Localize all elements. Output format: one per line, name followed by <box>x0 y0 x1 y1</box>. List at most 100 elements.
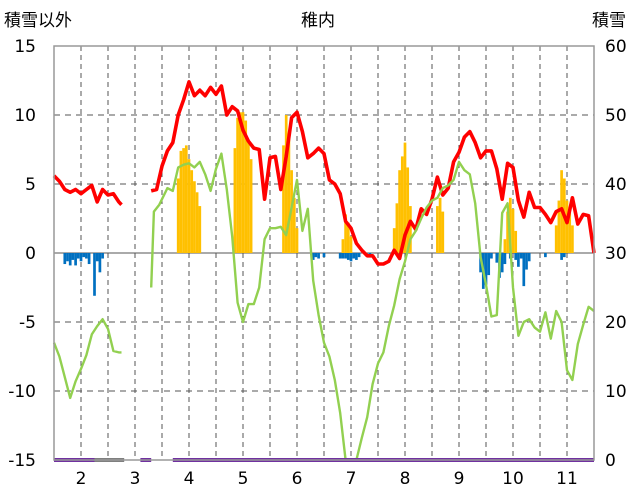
negative-bar <box>338 253 342 259</box>
negative-bar <box>66 253 69 262</box>
negative-bar <box>527 253 531 262</box>
negative-bar <box>355 253 358 260</box>
positive-bar <box>400 156 404 253</box>
negative-bar <box>495 253 499 263</box>
left-tick-label: 15 <box>14 37 36 57</box>
positive-bar <box>398 170 401 253</box>
negative-bar <box>314 253 318 258</box>
right-tick-label: 50 <box>605 106 627 126</box>
x-tick-label: 3 <box>130 469 141 489</box>
positive-bar <box>571 225 574 253</box>
right-tick-label: 60 <box>605 37 627 57</box>
negative-bar <box>352 253 356 259</box>
left-tick-label: -5 <box>19 313 36 333</box>
negative-bar <box>522 253 526 287</box>
positive-bar <box>249 159 253 253</box>
positive-bar <box>179 150 183 253</box>
positive-bar <box>568 211 572 253</box>
left-tick-label: 0 <box>25 244 36 264</box>
positive-bar <box>349 236 353 253</box>
positive-bar <box>238 112 242 254</box>
positive-bar <box>341 239 345 253</box>
negative-bar <box>93 253 96 296</box>
negative-bar <box>487 253 491 276</box>
positive-bar <box>244 120 248 254</box>
positive-bar <box>503 239 507 253</box>
negative-bar <box>79 253 83 262</box>
series-line <box>52 80 596 266</box>
right-tick-label: 10 <box>605 382 627 402</box>
negative-bar <box>341 253 345 259</box>
left-tick-label: -15 <box>8 451 36 471</box>
right-tick-label: 0 <box>605 451 616 471</box>
negative-bar <box>484 253 488 285</box>
left-tick-label: 10 <box>14 106 36 126</box>
negative-bar <box>311 253 315 260</box>
negative-bar <box>101 253 104 259</box>
negative-bar <box>357 253 361 258</box>
x-tick-label: 4 <box>184 469 195 489</box>
negative-bar <box>544 253 547 258</box>
positive-bar <box>241 112 245 254</box>
negative-bar <box>525 253 528 270</box>
positive-bar <box>441 211 445 253</box>
positive-bar <box>292 197 296 253</box>
positive-bar <box>190 170 194 253</box>
positive-bar <box>195 192 199 253</box>
negative-bar <box>85 253 88 259</box>
negative-bar <box>317 253 320 259</box>
x-tick-label: 6 <box>292 469 303 489</box>
right-tick-label: 40 <box>605 175 627 195</box>
positive-bar <box>346 222 350 253</box>
negative-bar <box>82 253 86 258</box>
positive-bar <box>193 181 196 253</box>
left-tick-label: 5 <box>25 175 36 195</box>
left-tick-label: -10 <box>8 382 36 402</box>
positive-bar <box>557 200 561 253</box>
x-tick-label: 5 <box>238 469 249 489</box>
positive-bar <box>403 142 407 253</box>
positive-bar <box>565 200 569 253</box>
negative-bar <box>71 253 75 260</box>
positive-bar <box>236 117 239 253</box>
negative-bar <box>63 253 67 265</box>
left-axis-title: 積雪以外 <box>4 11 72 31</box>
negative-bar <box>514 253 518 260</box>
negative-bar <box>560 253 563 260</box>
positive-bar <box>554 225 558 253</box>
positive-bar <box>198 206 202 253</box>
positive-bar <box>282 145 285 253</box>
negative-bar <box>349 253 353 262</box>
series-line <box>52 152 595 462</box>
x-tick-label: 8 <box>400 469 411 489</box>
x-tick-label: 9 <box>454 469 465 489</box>
positive-bar <box>438 197 442 253</box>
negative-bar <box>519 253 523 259</box>
positive-bar <box>187 159 191 253</box>
x-tick-label: 7 <box>346 469 357 489</box>
positive-bar <box>511 208 515 253</box>
negative-bar <box>500 253 504 273</box>
positive-bar <box>287 134 291 253</box>
positive-bar <box>184 145 188 253</box>
positive-bar <box>506 211 509 253</box>
x-tick-label: 11 <box>556 469 578 489</box>
negative-bar <box>517 253 520 267</box>
negative-bar <box>562 253 566 258</box>
negative-bar <box>490 253 493 259</box>
positive-bar <box>395 203 399 253</box>
x-tick-label: 10 <box>502 469 524 489</box>
negative-bar <box>95 253 99 262</box>
negative-bar <box>344 253 347 259</box>
negative-bar <box>74 253 77 266</box>
negative-bar <box>87 253 91 265</box>
right-tick-label: 20 <box>605 313 627 333</box>
positive-bar <box>233 148 237 253</box>
positive-bar <box>284 115 288 253</box>
negative-bar <box>503 253 507 265</box>
negative-bar <box>76 253 80 259</box>
positive-bar <box>436 206 439 253</box>
positive-bar <box>182 148 185 253</box>
negative-bar <box>98 253 102 273</box>
